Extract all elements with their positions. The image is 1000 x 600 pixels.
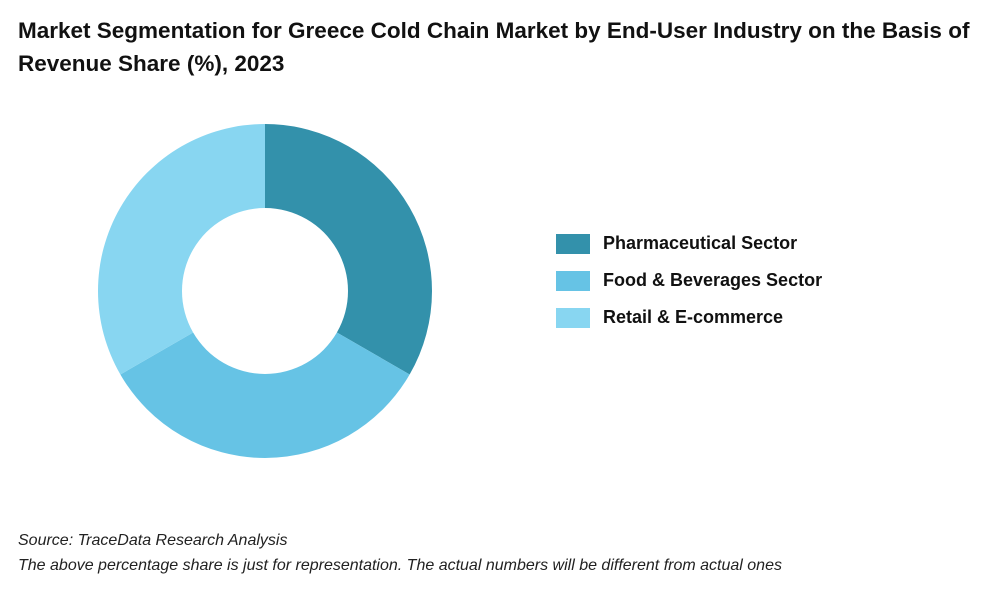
legend-item-retail-ecommerce: Retail & E-commerce [556,299,822,336]
donut-slice-food-beverages-sector [120,332,410,459]
legend-swatch [556,307,590,328]
legend: Pharmaceutical Sector Food & Beverages S… [556,225,822,336]
legend-label: Pharmaceutical Sector [603,233,798,253]
footer: Source: TraceData Research Analysis The … [18,528,782,578]
legend-item-food-beverages: Food & Beverages Sector [556,262,822,299]
donut-slice-pharmaceutical-sector [265,124,433,375]
legend-swatch [556,233,590,254]
legend-label: Retail & E-commerce [603,307,784,327]
chart-title: Market Segmentation for Greece Cold Chai… [18,18,970,76]
legend-label: Food & Beverages Sector [603,270,823,290]
legend-item-pharmaceutical: Pharmaceutical Sector [556,225,822,262]
donut-slice-retail-e-commerce [97,124,265,375]
disclaimer-text: The above percentage share is just for r… [18,557,782,574]
source-text: Source: TraceData Research Analysis [18,532,288,549]
legend-swatch [556,270,590,291]
